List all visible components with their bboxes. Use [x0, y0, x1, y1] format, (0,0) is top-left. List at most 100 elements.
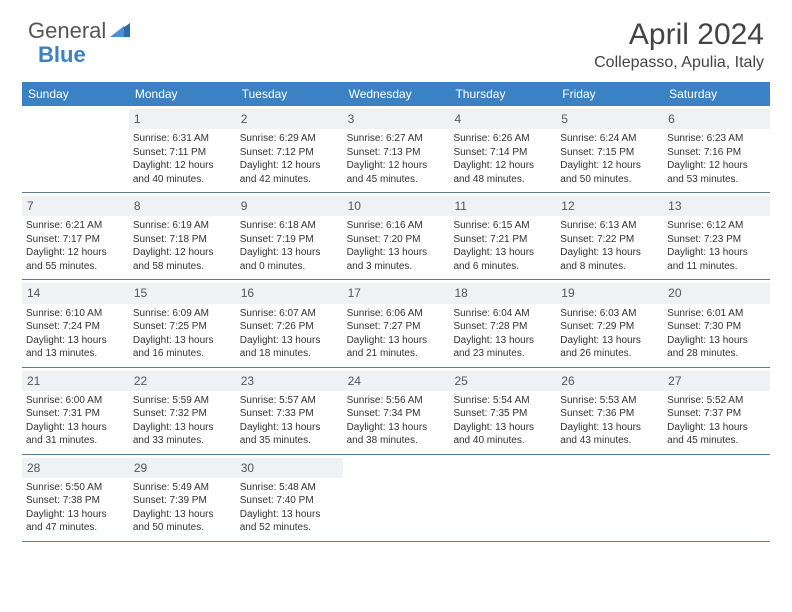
- sunset-text: Sunset: 7:13 PM: [347, 146, 446, 160]
- day-cell: 4Sunrise: 6:26 AMSunset: 7:14 PMDaylight…: [449, 106, 556, 192]
- daylight-text: and 33 minutes.: [133, 434, 232, 448]
- sunrise-text: Sunrise: 6:29 AM: [240, 132, 339, 146]
- day-header-cell: Friday: [556, 82, 663, 106]
- sunset-text: Sunset: 7:23 PM: [667, 233, 766, 247]
- daylight-text: Daylight: 13 hours: [667, 334, 766, 348]
- sunset-text: Sunset: 7:28 PM: [453, 320, 552, 334]
- sunrise-text: Sunrise: 6:18 AM: [240, 219, 339, 233]
- day-header-cell: Tuesday: [236, 82, 343, 106]
- day-cell: 8Sunrise: 6:19 AMSunset: 7:18 PMDaylight…: [129, 193, 236, 279]
- daylight-text: and 55 minutes.: [26, 260, 125, 274]
- day-cell: [22, 106, 129, 192]
- daylight-text: and 47 minutes.: [26, 521, 125, 535]
- daylight-text: Daylight: 12 hours: [26, 246, 125, 260]
- day-cell: 19Sunrise: 6:03 AMSunset: 7:29 PMDayligh…: [556, 280, 663, 366]
- daylight-text: and 38 minutes.: [347, 434, 446, 448]
- daylight-text: and 8 minutes.: [560, 260, 659, 274]
- daylight-text: Daylight: 13 hours: [453, 334, 552, 348]
- day-number: 17: [343, 283, 450, 303]
- daylight-text: and 48 minutes.: [453, 173, 552, 187]
- day-cell: 27Sunrise: 5:52 AMSunset: 7:37 PMDayligh…: [663, 368, 770, 454]
- daylight-text: and 3 minutes.: [347, 260, 446, 274]
- day-header-row: SundayMondayTuesdayWednesdayThursdayFrid…: [22, 82, 770, 106]
- day-header-cell: Wednesday: [343, 82, 450, 106]
- sunset-text: Sunset: 7:38 PM: [26, 494, 125, 508]
- day-cell: 29Sunrise: 5:49 AMSunset: 7:39 PMDayligh…: [129, 455, 236, 541]
- sunrise-text: Sunrise: 6:09 AM: [133, 307, 232, 321]
- day-number: 19: [556, 283, 663, 303]
- logo-text-blue-wrap: Blue: [38, 42, 86, 68]
- day-number: 27: [663, 371, 770, 391]
- day-cell: 22Sunrise: 5:59 AMSunset: 7:32 PMDayligh…: [129, 368, 236, 454]
- day-cell: 20Sunrise: 6:01 AMSunset: 7:30 PMDayligh…: [663, 280, 770, 366]
- day-number: 5: [556, 109, 663, 129]
- day-cell: 15Sunrise: 6:09 AMSunset: 7:25 PMDayligh…: [129, 280, 236, 366]
- sunrise-text: Sunrise: 5:50 AM: [26, 481, 125, 495]
- daylight-text: Daylight: 12 hours: [133, 246, 232, 260]
- sunset-text: Sunset: 7:24 PM: [26, 320, 125, 334]
- daylight-text: Daylight: 13 hours: [347, 421, 446, 435]
- daylight-text: and 13 minutes.: [26, 347, 125, 361]
- sunset-text: Sunset: 7:17 PM: [26, 233, 125, 247]
- daylight-text: and 16 minutes.: [133, 347, 232, 361]
- daylight-text: and 50 minutes.: [560, 173, 659, 187]
- day-cell: 23Sunrise: 5:57 AMSunset: 7:33 PMDayligh…: [236, 368, 343, 454]
- daylight-text: and 23 minutes.: [453, 347, 552, 361]
- sunset-text: Sunset: 7:26 PM: [240, 320, 339, 334]
- sunset-text: Sunset: 7:33 PM: [240, 407, 339, 421]
- sunset-text: Sunset: 7:29 PM: [560, 320, 659, 334]
- sunset-text: Sunset: 7:39 PM: [133, 494, 232, 508]
- day-cell: 13Sunrise: 6:12 AMSunset: 7:23 PMDayligh…: [663, 193, 770, 279]
- daylight-text: and 58 minutes.: [133, 260, 232, 274]
- daylight-text: and 6 minutes.: [453, 260, 552, 274]
- sunrise-text: Sunrise: 6:00 AM: [26, 394, 125, 408]
- day-number: 8: [129, 196, 236, 216]
- sunrise-text: Sunrise: 5:52 AM: [667, 394, 766, 408]
- daylight-text: Daylight: 12 hours: [240, 159, 339, 173]
- daylight-text: Daylight: 13 hours: [347, 246, 446, 260]
- daylight-text: Daylight: 12 hours: [560, 159, 659, 173]
- sunrise-text: Sunrise: 5:59 AM: [133, 394, 232, 408]
- triangle-icon: [110, 21, 130, 42]
- day-header-cell: Saturday: [663, 82, 770, 106]
- sunset-text: Sunset: 7:21 PM: [453, 233, 552, 247]
- daylight-text: and 42 minutes.: [240, 173, 339, 187]
- sunset-text: Sunset: 7:12 PM: [240, 146, 339, 160]
- sunset-text: Sunset: 7:34 PM: [347, 407, 446, 421]
- sunset-text: Sunset: 7:27 PM: [347, 320, 446, 334]
- sunrise-text: Sunrise: 6:04 AM: [453, 307, 552, 321]
- sunrise-text: Sunrise: 6:15 AM: [453, 219, 552, 233]
- daylight-text: and 11 minutes.: [667, 260, 766, 274]
- daylight-text: Daylight: 13 hours: [240, 246, 339, 260]
- sunset-text: Sunset: 7:35 PM: [453, 407, 552, 421]
- logo-text-blue: Blue: [38, 42, 86, 67]
- daylight-text: and 35 minutes.: [240, 434, 339, 448]
- daylight-text: Daylight: 13 hours: [560, 246, 659, 260]
- day-number: 23: [236, 371, 343, 391]
- sunset-text: Sunset: 7:31 PM: [26, 407, 125, 421]
- day-cell: 28Sunrise: 5:50 AMSunset: 7:38 PMDayligh…: [22, 455, 129, 541]
- day-cell: 3Sunrise: 6:27 AMSunset: 7:13 PMDaylight…: [343, 106, 450, 192]
- day-cell: 30Sunrise: 5:48 AMSunset: 7:40 PMDayligh…: [236, 455, 343, 541]
- week-row: 1Sunrise: 6:31 AMSunset: 7:11 PMDaylight…: [22, 106, 770, 193]
- week-row: 14Sunrise: 6:10 AMSunset: 7:24 PMDayligh…: [22, 280, 770, 367]
- sunrise-text: Sunrise: 6:24 AM: [560, 132, 659, 146]
- sunset-text: Sunset: 7:16 PM: [667, 146, 766, 160]
- daylight-text: Daylight: 13 hours: [347, 334, 446, 348]
- sunset-text: Sunset: 7:37 PM: [667, 407, 766, 421]
- daylight-text: Daylight: 13 hours: [240, 421, 339, 435]
- sunrise-text: Sunrise: 5:48 AM: [240, 481, 339, 495]
- day-cell: 12Sunrise: 6:13 AMSunset: 7:22 PMDayligh…: [556, 193, 663, 279]
- day-number: 22: [129, 371, 236, 391]
- day-number: 26: [556, 371, 663, 391]
- daylight-text: and 21 minutes.: [347, 347, 446, 361]
- day-cell: 18Sunrise: 6:04 AMSunset: 7:28 PMDayligh…: [449, 280, 556, 366]
- logo: General: [28, 18, 132, 44]
- daylight-text: Daylight: 13 hours: [26, 334, 125, 348]
- sunrise-text: Sunrise: 6:10 AM: [26, 307, 125, 321]
- week-row: 7Sunrise: 6:21 AMSunset: 7:17 PMDaylight…: [22, 193, 770, 280]
- daylight-text: Daylight: 13 hours: [560, 421, 659, 435]
- day-number: 12: [556, 196, 663, 216]
- daylight-text: Daylight: 13 hours: [240, 508, 339, 522]
- day-cell: 11Sunrise: 6:15 AMSunset: 7:21 PMDayligh…: [449, 193, 556, 279]
